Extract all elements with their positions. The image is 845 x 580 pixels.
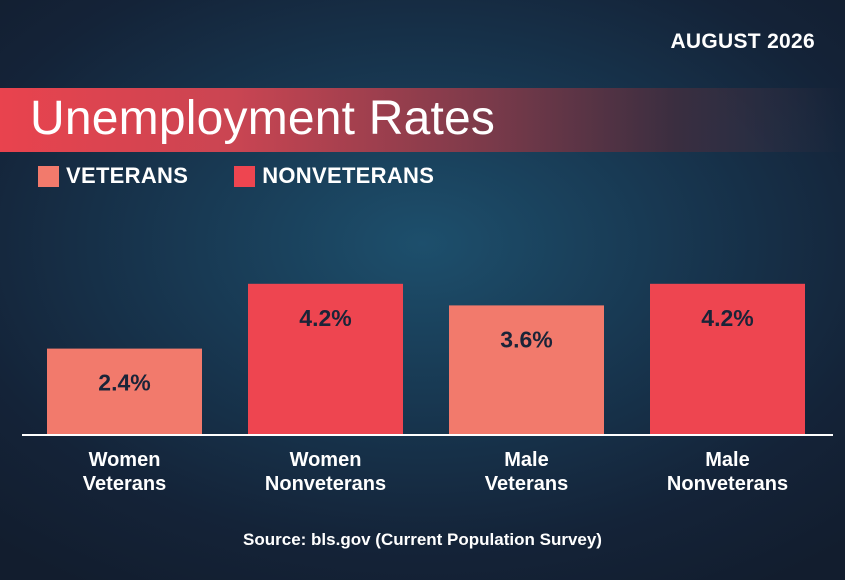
legend-item-nonveterans: NONVETERANS <box>234 163 434 189</box>
bar-value-label-2: 4.2% <box>299 305 351 331</box>
report-date: AUGUST 2026 <box>670 30 815 53</box>
source-note: Source: bls.gov (Current Population Surv… <box>243 530 602 549</box>
category-label-2-line-1: Women <box>290 449 362 471</box>
bar-4 <box>650 283 805 435</box>
bar-1 <box>47 348 202 435</box>
category-label-4-line-1: Male <box>705 449 749 471</box>
category-label-2-line-2: Nonveterans <box>265 473 386 495</box>
category-label-3-line-2: Veterans <box>485 473 568 495</box>
category-label-1-line-2: Veterans <box>83 473 166 495</box>
legend-label-nonveterans: NONVETERANS <box>262 163 435 188</box>
category-label-3-line-1: Male <box>504 449 548 471</box>
legend-label-veterans: VETERANS <box>66 163 189 188</box>
legend-item-veterans: VETERANS <box>38 163 188 189</box>
legend: VETERANS NONVETERANS <box>38 163 480 189</box>
legend-swatch-veterans <box>38 165 59 187</box>
bar-value-label-3: 3.6% <box>500 326 552 352</box>
bar-2 <box>248 283 403 435</box>
title-band <box>0 88 845 152</box>
bar-value-label-4: 4.2% <box>701 305 753 331</box>
legend-swatch-nonveterans <box>234 165 256 187</box>
category-label-4-line-2: Nonveterans <box>667 473 788 495</box>
bar-3 <box>449 305 604 435</box>
bar-value-label-1: 2.4% <box>98 370 150 396</box>
category-label-1-line-1: Women <box>89 449 161 471</box>
chart-title: Unemployment Rates <box>30 92 496 145</box>
